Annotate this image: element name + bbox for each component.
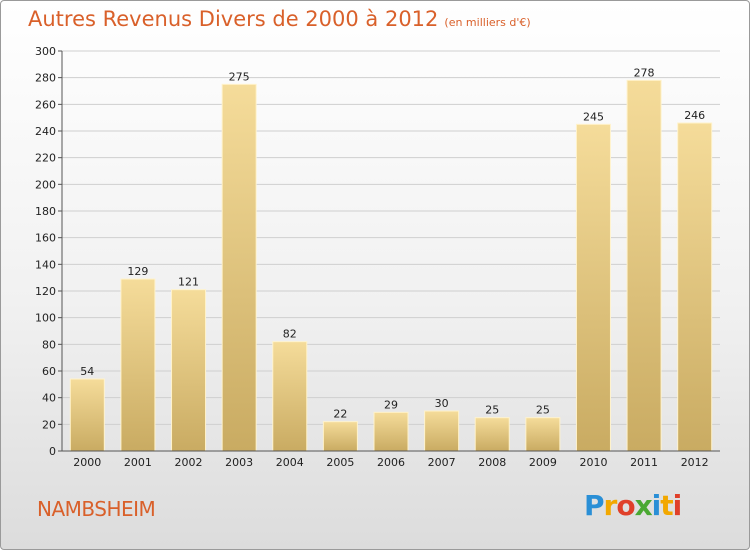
x-tick-label: 2009 [529,456,557,469]
y-tick-label: 20 [42,418,56,431]
title-unit: (en milliers d'€) [444,16,531,29]
bar [272,341,308,452]
y-tick-label: 40 [42,392,56,405]
bar [171,289,207,452]
bar [525,417,561,452]
y-tick-label: 60 [42,365,56,378]
y-axis: 0 20 40 60 80 100 120 140 160 180 200 220 240 260 280 3… [35,45,63,458]
x-tick-label: 2012 [681,456,709,469]
x-tick-label: 2011 [630,456,658,469]
x-tick-label: 2004 [276,456,304,469]
bar [221,83,257,452]
x-tick-label: 2003 [225,456,253,469]
y-tick-label: 180 [35,205,56,218]
bar [575,123,611,452]
data-label: 82 [283,328,297,341]
y-tick-label: 240 [35,125,56,138]
y-tick-label: 260 [35,98,56,111]
data-label: 22 [333,408,347,421]
bar [120,278,156,452]
x-tick-label: 2006 [377,456,405,469]
logo-letter: i [651,489,662,522]
bar [424,410,460,452]
y-tick-label: 160 [35,232,56,245]
x-tick-label: 2000 [73,456,101,469]
y-tick-label: 200 [35,178,56,191]
x-tick-label: 2008 [478,456,506,469]
y-tick-label: 220 [35,152,56,165]
data-label: 121 [178,276,199,289]
x-tick-label: 2010 [579,456,607,469]
logo-letter: P [584,489,605,522]
y-tick-label: 300 [35,45,56,58]
x-tick-label: 2007 [428,456,456,469]
data-label: 54 [80,365,94,378]
data-label: 25 [536,404,550,417]
bar [373,411,409,452]
proxiti-logo: Proxiti [584,489,683,522]
data-label: 129 [127,265,148,278]
x-tick-label: 2002 [175,456,203,469]
y-tick-label: 100 [35,312,56,325]
data-label: 30 [435,397,449,410]
data-label: 246 [684,109,705,122]
bar [677,122,713,452]
x-tick-label: 2005 [326,456,354,469]
y-tick-label: 120 [35,285,56,298]
bar [322,421,358,452]
bar [69,378,105,452]
title-main: Autres Revenus Divers de 2000 à 2012 [28,7,439,31]
y-tick-label: 140 [35,258,56,271]
bars: 54 129 121 275 82 22 29 30 25 25 245 278 246 [69,66,713,452]
bar [626,79,662,452]
chart-title: Autres Revenus Divers de 2000 à 2012 (en … [28,7,531,31]
data-label: 245 [583,110,604,123]
commune-name: NAMBSHEIM [37,497,156,521]
logo-letter: x [634,489,653,522]
data-label: 25 [485,404,499,417]
grid-lines [62,50,720,425]
logo-letter: r [603,489,618,522]
logo-letter: o [616,489,635,522]
data-label: 278 [634,66,655,79]
x-axis: 2000 2001 2002 2003 2004 2005 2006 2007 2008 2009… [62,450,720,469]
y-tick-label: 80 [42,338,56,351]
bar [474,417,510,452]
data-label: 29 [384,398,398,411]
data-label: 275 [229,70,250,83]
x-tick-label: 2001 [124,456,152,469]
logo-letter: i [672,489,683,522]
y-tick-label: 0 [49,445,56,458]
logo-letter: t [660,489,673,522]
y-tick-label: 280 [35,72,56,85]
